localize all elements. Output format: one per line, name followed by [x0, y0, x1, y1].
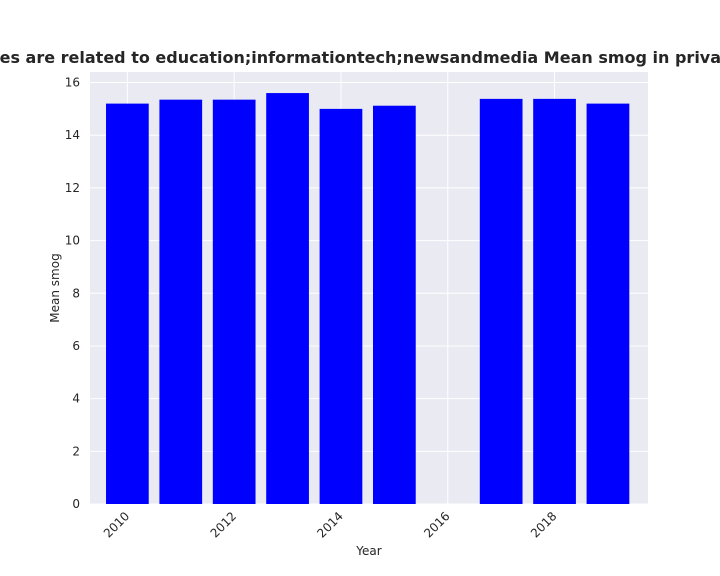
y-tick-label: 6 — [72, 339, 80, 353]
x-tick-label: 2018 — [528, 509, 559, 540]
bar — [266, 93, 309, 504]
y-tick-label: 8 — [72, 286, 80, 300]
y-tick-label: 10 — [65, 234, 80, 248]
bar — [106, 103, 149, 505]
x-tick-label: 2012 — [208, 509, 239, 540]
bar — [533, 98, 576, 505]
y-tick-label: 14 — [65, 128, 80, 142]
chart-title: Categories are related to education;info… — [0, 48, 720, 67]
bar — [479, 98, 523, 505]
y-axis-label: Mean smog — [48, 253, 62, 322]
x-tick-label: 2014 — [314, 509, 345, 540]
x-tick-label: 2016 — [421, 509, 452, 540]
x-axis-ticks: 2010 2012 2014 2016 2018 — [101, 509, 560, 540]
y-tick-label: 2 — [72, 444, 80, 458]
y-tick-label: 16 — [65, 76, 80, 90]
bars — [106, 93, 630, 505]
bar — [159, 99, 203, 504]
bar — [586, 103, 630, 505]
x-tick-label: 2010 — [101, 509, 132, 540]
bar — [212, 99, 256, 504]
bar — [373, 105, 416, 504]
y-tick-label: 12 — [65, 181, 80, 195]
y-tick-label: 4 — [72, 392, 80, 406]
y-tick-label: 0 — [72, 497, 80, 511]
y-axis-ticks: 0 2 4 6 8 10 12 14 16 — [65, 76, 80, 511]
bar — [319, 108, 363, 504]
x-axis-label: Year — [355, 544, 381, 558]
